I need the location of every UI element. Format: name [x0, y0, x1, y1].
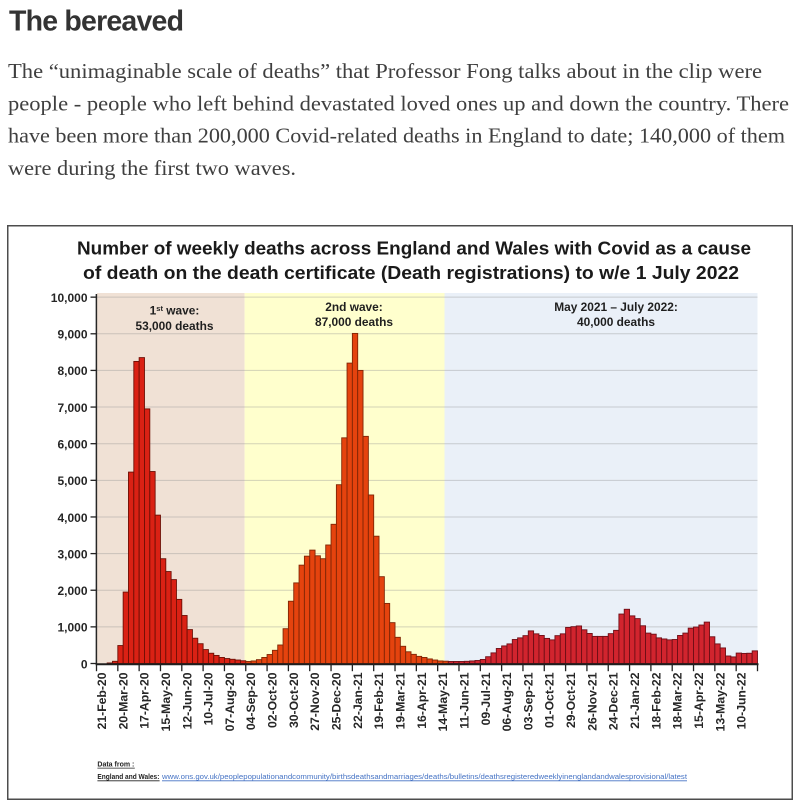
svg-text:04-Sep-20: 04-Sep-20	[244, 672, 258, 730]
svg-text:29-Oct-21: 29-Oct-21	[564, 672, 578, 728]
svg-text:14-May-21: 14-May-21	[436, 672, 450, 731]
svg-text:2,000: 2,000	[57, 584, 87, 598]
svg-text:Number of weekly deaths across: Number of weekly deaths across England a…	[77, 239, 751, 259]
svg-text:20-Mar-20: 20-Mar-20	[116, 672, 130, 729]
svg-text:www.ons.gov.uk/peoplepopulatio: www.ons.gov.uk/peoplepopulationandcommun…	[161, 772, 688, 781]
svg-text:1st wave:: 1st wave:	[150, 304, 200, 318]
svg-text:21-Jan-22: 21-Jan-22	[628, 672, 642, 728]
svg-text:16-Apr-21: 16-Apr-21	[415, 672, 429, 728]
svg-text:10-Jun-22: 10-Jun-22	[735, 672, 749, 729]
svg-text:3,000: 3,000	[57, 547, 87, 561]
svg-text:02-Oct-20: 02-Oct-20	[266, 672, 280, 728]
svg-text:01-Oct-21: 01-Oct-21	[543, 672, 557, 728]
svg-text:10,000: 10,000	[51, 291, 88, 305]
svg-text:were during the first two wave: were during the first two waves.	[8, 156, 296, 180]
svg-text:09-Jul-21: 09-Jul-21	[479, 672, 493, 725]
svg-text:06-Aug-21: 06-Aug-21	[500, 672, 514, 731]
svg-text:4,000: 4,000	[57, 511, 87, 525]
svg-text:11-Jun-21: 11-Jun-21	[457, 672, 471, 728]
svg-text:7,000: 7,000	[57, 401, 87, 415]
svg-text:6,000: 6,000	[57, 437, 87, 451]
svg-text:England and Wales:: England and Wales:	[97, 772, 159, 781]
svg-text:27-Nov-20: 27-Nov-20	[308, 672, 322, 730]
svg-text:03-Sep-21: 03-Sep-21	[521, 672, 535, 730]
svg-text:87,000 deaths: 87,000 deaths	[315, 315, 393, 329]
svg-text:8,000: 8,000	[57, 364, 87, 378]
svg-text:The “unimaginable scale of dea: The “unimaginable scale of deaths” that …	[8, 59, 762, 83]
svg-text:0: 0	[81, 657, 88, 671]
svg-text:18-Feb-22: 18-Feb-22	[649, 672, 663, 729]
svg-text:18-Mar-22: 18-Mar-22	[671, 672, 685, 729]
svg-text:21-Feb-20: 21-Feb-20	[95, 672, 109, 729]
svg-text:40,000 deaths: 40,000 deaths	[577, 315, 655, 329]
svg-text:30-Oct-20: 30-Oct-20	[287, 672, 301, 728]
svg-text:1,000: 1,000	[57, 621, 87, 635]
svg-text:15-Apr-22: 15-Apr-22	[692, 672, 706, 728]
svg-text:9,000: 9,000	[57, 328, 87, 342]
svg-text:19-Feb-21: 19-Feb-21	[372, 672, 386, 729]
svg-text:26-Nov-21: 26-Nov-21	[585, 672, 599, 730]
svg-text:22-Jan-21: 22-Jan-21	[351, 672, 365, 728]
svg-text:Data from :: Data from :	[97, 759, 134, 768]
svg-text:15-May-20: 15-May-20	[159, 672, 173, 731]
svg-text:07-Aug-20: 07-Aug-20	[223, 672, 237, 731]
svg-text:24-Dec-21: 24-Dec-21	[607, 672, 621, 730]
svg-text:53,000 deaths: 53,000 deaths	[136, 319, 214, 333]
svg-text:13-May-22: 13-May-22	[713, 672, 727, 731]
svg-text:25-Dec-20: 25-Dec-20	[330, 672, 344, 730]
svg-text:people - people who left behin: people - people who left behind devastat…	[8, 91, 789, 115]
svg-text:have been more than 200,000 Co: have been more than 200,000 Covid-relate…	[8, 124, 785, 148]
svg-text:19-Mar-21: 19-Mar-21	[393, 672, 407, 729]
svg-text:10-Jul-20: 10-Jul-20	[202, 672, 216, 725]
svg-text:May 2021 – July 2022:: May 2021 – July 2022:	[554, 300, 678, 314]
svg-text:12-Jun-20: 12-Jun-20	[180, 672, 194, 729]
svg-text:The bereaved: The bereaved	[9, 6, 184, 38]
svg-text:17-Apr-20: 17-Apr-20	[138, 672, 152, 728]
svg-text:5,000: 5,000	[57, 474, 87, 488]
svg-text:2nd wave:: 2nd wave:	[325, 300, 383, 314]
svg-text:of death on the death certific: of death on the death certificate (Death…	[83, 263, 739, 283]
